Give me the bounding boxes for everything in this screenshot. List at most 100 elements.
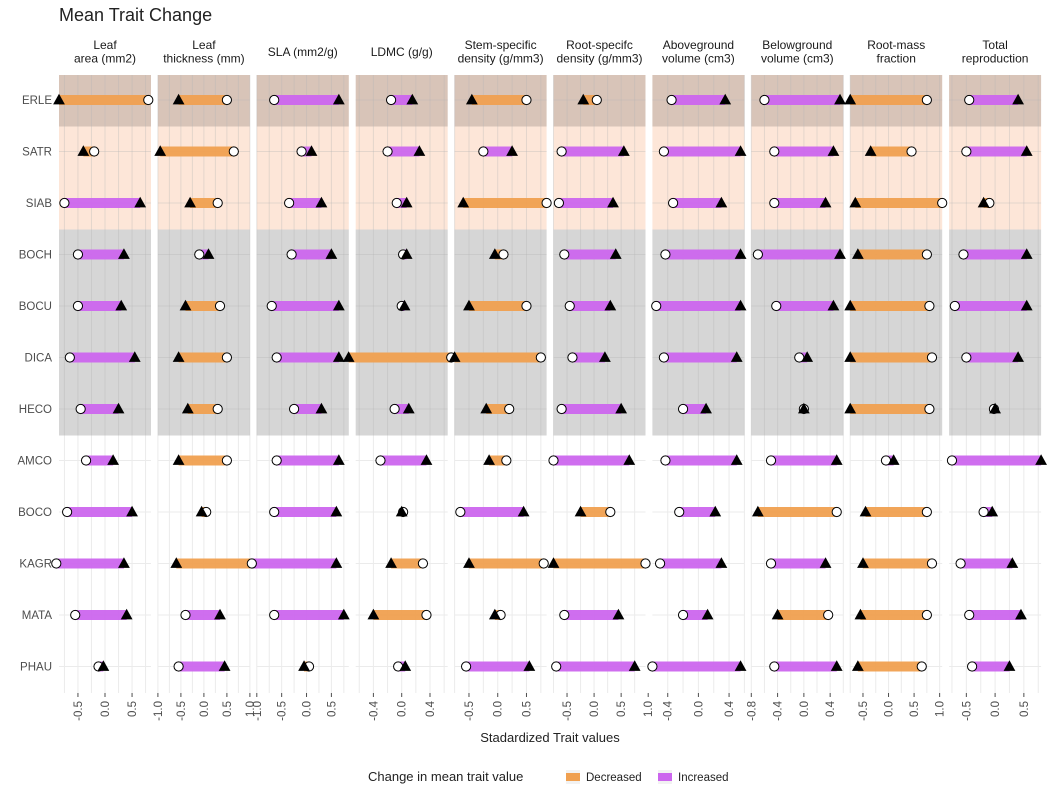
x-tick-label: -0.5 — [176, 701, 188, 721]
x-tick-label: 0.4 — [425, 700, 437, 717]
point-before — [212, 197, 223, 209]
group-background — [256, 229, 349, 436]
bar-increased — [652, 661, 741, 672]
point-before — [765, 558, 777, 569]
point-after — [854, 608, 867, 620]
point-after — [195, 505, 208, 517]
point-after — [402, 402, 415, 414]
group-background — [59, 126, 151, 230]
point-before — [647, 661, 658, 672]
point-before — [591, 94, 602, 106]
row-label-erle: ERLE — [22, 95, 52, 107]
bar-increased — [969, 95, 1019, 105]
bar-increased — [553, 455, 630, 466]
bar-decreased — [178, 352, 227, 363]
x-tick-label: 0.5 — [222, 701, 234, 717]
point-before — [286, 249, 297, 260]
x-tick-label: -0.4 — [773, 700, 785, 720]
point-before — [548, 455, 559, 466]
bar-increased — [276, 455, 339, 466]
bar-increased — [276, 352, 339, 363]
facet-strip-label: SLA (mm2/g) — [268, 45, 338, 59]
point-after — [202, 248, 215, 259]
point-after — [751, 505, 764, 517]
point-after — [1006, 557, 1019, 568]
point-before — [62, 506, 73, 518]
point-after — [864, 145, 877, 156]
bar-increased — [483, 146, 513, 157]
bar-increased — [558, 198, 614, 208]
point-after — [332, 351, 345, 362]
x-tick-label: -1.0 — [153, 701, 165, 721]
facet-strip-label: Root-specifc — [566, 38, 633, 52]
point-after — [1020, 145, 1033, 156]
point-after — [623, 454, 636, 465]
bar-increased — [561, 146, 624, 157]
bar-increased — [774, 146, 834, 157]
bar-increased — [274, 610, 344, 620]
row-label-siab: SIAB — [26, 198, 53, 210]
point-before — [964, 94, 975, 106]
point-after — [844, 351, 857, 362]
point-after — [107, 454, 120, 465]
point-after — [859, 505, 872, 517]
bar-increased — [683, 404, 707, 414]
x-tick-label: -1.0 — [252, 701, 264, 721]
point-before — [180, 609, 191, 621]
bar-increased — [460, 507, 524, 517]
bar-increased — [391, 95, 413, 105]
facet-strip-label: thickness (mm) — [163, 52, 244, 66]
point-after — [612, 608, 625, 620]
point-after — [214, 608, 226, 620]
legend-key-decreased — [566, 773, 580, 781]
point-after — [134, 196, 147, 208]
point-before — [504, 403, 515, 415]
group-background — [256, 126, 349, 230]
point-after — [609, 248, 622, 259]
point-after — [730, 351, 743, 362]
bar-decreased — [850, 352, 932, 363]
x-tick-label: -0.4 — [368, 700, 380, 720]
point-before — [921, 506, 932, 518]
x-tick-label: 0.0 — [100, 701, 112, 717]
bar-decreased — [862, 558, 932, 569]
point-after — [771, 608, 784, 620]
point-before — [640, 558, 651, 569]
bar-decreased — [190, 198, 218, 208]
point-before — [246, 558, 257, 569]
point-after — [851, 248, 864, 259]
point-before — [64, 352, 75, 363]
x-axis-title: Stadardized Trait values — [480, 730, 620, 745]
bar-decreased — [348, 352, 452, 363]
point-after — [172, 454, 185, 465]
point-after — [1012, 351, 1024, 362]
bar-decreased — [865, 507, 927, 517]
x-tick-label: 0.5 — [521, 701, 533, 717]
group-background — [59, 229, 151, 436]
bar-increased — [966, 352, 1019, 363]
point-before — [461, 661, 472, 672]
point-after — [797, 402, 810, 414]
row-label-mata: MATA — [22, 610, 53, 622]
group-background — [652, 126, 745, 230]
group-background — [751, 126, 844, 230]
point-after — [1003, 660, 1016, 671]
facet-strip-label: Stem-specific — [465, 38, 537, 52]
bar-decreased — [373, 610, 427, 620]
point-before — [654, 558, 666, 569]
point-before — [759, 94, 770, 106]
group-background — [355, 126, 448, 230]
point-after — [1012, 93, 1024, 105]
point-before — [769, 146, 780, 157]
point-after — [400, 196, 413, 208]
facet-strip-label: density (g/mm3) — [458, 52, 544, 66]
x-tick-label: 0.0 — [884, 701, 896, 717]
bar-increased — [771, 558, 826, 569]
bar-decreased — [391, 558, 423, 569]
point-before — [964, 609, 975, 621]
facet-strip-label: Aboveground — [663, 38, 734, 52]
point-before — [674, 506, 685, 518]
bar-increased — [774, 198, 826, 208]
